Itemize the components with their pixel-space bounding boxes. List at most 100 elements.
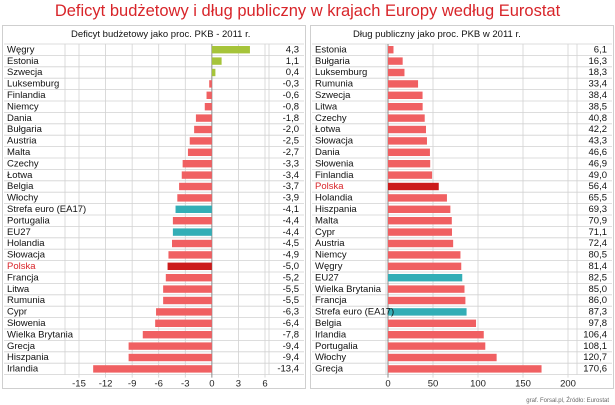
category-label: Wielka Brytania bbox=[315, 284, 382, 295]
value-label: -4,4 bbox=[283, 215, 299, 226]
bar bbox=[388, 251, 461, 259]
category-label: Czechy bbox=[7, 158, 39, 169]
category-label: Malta bbox=[315, 215, 339, 226]
category-label: EU27 bbox=[7, 227, 31, 238]
x-tick-label: -9 bbox=[128, 379, 136, 388]
category-label: Węgry bbox=[7, 44, 35, 55]
category-label: Rumunia bbox=[315, 79, 354, 90]
bar bbox=[93, 365, 212, 373]
x-tick-label: 0 bbox=[209, 379, 214, 388]
value-label: 56,4 bbox=[589, 181, 608, 192]
source-note: graf. Forsal.pl, Źródło: Eurostat bbox=[526, 398, 609, 404]
value-label: 72,4 bbox=[589, 238, 608, 249]
value-label: 43,3 bbox=[589, 136, 608, 147]
value-label: -3,9 bbox=[283, 193, 299, 204]
bar bbox=[189, 137, 212, 145]
bar bbox=[388, 137, 427, 145]
value-label: 87,3 bbox=[589, 307, 608, 318]
value-label: -9,4 bbox=[283, 352, 299, 363]
category-label: Estonia bbox=[315, 44, 347, 55]
bar bbox=[388, 91, 423, 99]
bar bbox=[388, 46, 394, 54]
value-label: -0,8 bbox=[283, 101, 299, 112]
x-tick-label: 6 bbox=[262, 379, 267, 388]
category-label: Portugalia bbox=[7, 215, 50, 226]
value-label: -13,4 bbox=[277, 364, 299, 375]
category-label: Słowacja bbox=[315, 136, 354, 147]
category-label: Irlandia bbox=[315, 329, 347, 340]
bar bbox=[177, 194, 212, 202]
value-label: 106,4 bbox=[583, 329, 607, 340]
bar bbox=[172, 228, 212, 236]
value-label: 38,5 bbox=[589, 101, 608, 112]
category-label: Francja bbox=[7, 272, 39, 283]
bar bbox=[211, 46, 250, 54]
value-label: -9,4 bbox=[283, 341, 299, 352]
category-label: Szwecja bbox=[7, 67, 43, 78]
category-label: EU27 bbox=[315, 272, 339, 283]
x-tick-label: 200 bbox=[560, 379, 576, 388]
value-label: -2,0 bbox=[283, 124, 299, 135]
value-label: 81,4 bbox=[589, 261, 608, 272]
value-label: 0,4 bbox=[286, 67, 299, 78]
bar bbox=[128, 353, 212, 362]
value-label: 18,3 bbox=[589, 67, 608, 78]
value-label: -4,4 bbox=[283, 227, 299, 238]
category-label: Hiszpania bbox=[315, 204, 357, 215]
category-label: Słowacja bbox=[7, 250, 46, 261]
category-label: Portugalia bbox=[315, 341, 358, 352]
bar bbox=[175, 205, 212, 213]
bar bbox=[388, 353, 497, 362]
value-label: 33,4 bbox=[589, 79, 608, 90]
value-label: -6,4 bbox=[283, 318, 299, 329]
category-label: Irlandia bbox=[7, 364, 39, 375]
value-label: 65,5 bbox=[589, 193, 608, 204]
bar bbox=[204, 103, 212, 111]
bar bbox=[206, 91, 212, 99]
deficit-chart-subtitle: Deficyt budżetowy jako proc. PKB - 2011 … bbox=[71, 29, 251, 40]
bar bbox=[181, 171, 212, 179]
category-label: Litwa bbox=[7, 284, 30, 295]
x-tick-label: -12 bbox=[99, 379, 113, 388]
x-tick-label: 3 bbox=[236, 379, 241, 388]
value-label: -5,2 bbox=[283, 272, 299, 283]
category-label: Czechy bbox=[315, 113, 347, 124]
value-label: 80,5 bbox=[589, 250, 608, 261]
category-label: Dania bbox=[7, 113, 33, 124]
value-label: 46,6 bbox=[589, 147, 608, 158]
bar bbox=[388, 342, 486, 350]
category-label: Dania bbox=[315, 147, 341, 158]
value-label: -7,8 bbox=[283, 329, 299, 340]
bar bbox=[168, 251, 212, 259]
bar bbox=[388, 228, 452, 236]
bar bbox=[388, 80, 419, 88]
category-label: Łotwa bbox=[7, 170, 33, 181]
bar bbox=[388, 57, 403, 65]
category-label: Holandia bbox=[315, 193, 353, 204]
bar bbox=[211, 57, 222, 65]
bar bbox=[167, 262, 212, 270]
bar bbox=[388, 262, 462, 270]
chart-title: Deficyt budżetowy i dług publiczny w kra… bbox=[54, 2, 561, 20]
category-label: Niemcy bbox=[315, 250, 347, 261]
bar bbox=[388, 285, 465, 293]
x-tick-label: 50 bbox=[428, 379, 439, 388]
value-label: 16,3 bbox=[589, 56, 608, 67]
value-label: 120,7 bbox=[583, 352, 607, 363]
deficit-chart: -15 -12 -9 -6 -3 0 3 6 Węgry 4,3 Estonia 1,1 Szwecja… bbox=[4, 43, 304, 390]
category-label: Belgia bbox=[315, 318, 342, 329]
category-label: Strefa euro (EA17) bbox=[7, 204, 86, 215]
bar bbox=[209, 80, 212, 88]
category-label: Szwecja bbox=[315, 90, 351, 101]
value-label: 82,5 bbox=[589, 272, 608, 283]
bar bbox=[172, 239, 212, 248]
value-label: 4,3 bbox=[286, 44, 299, 55]
bar bbox=[388, 331, 484, 339]
bar bbox=[388, 308, 467, 316]
category-label: Finlandia bbox=[7, 90, 46, 101]
value-label: -3,7 bbox=[283, 181, 299, 192]
value-label: -4,1 bbox=[283, 204, 299, 215]
bar bbox=[388, 217, 452, 225]
category-label: Holandia bbox=[7, 238, 45, 249]
bar bbox=[156, 308, 212, 316]
